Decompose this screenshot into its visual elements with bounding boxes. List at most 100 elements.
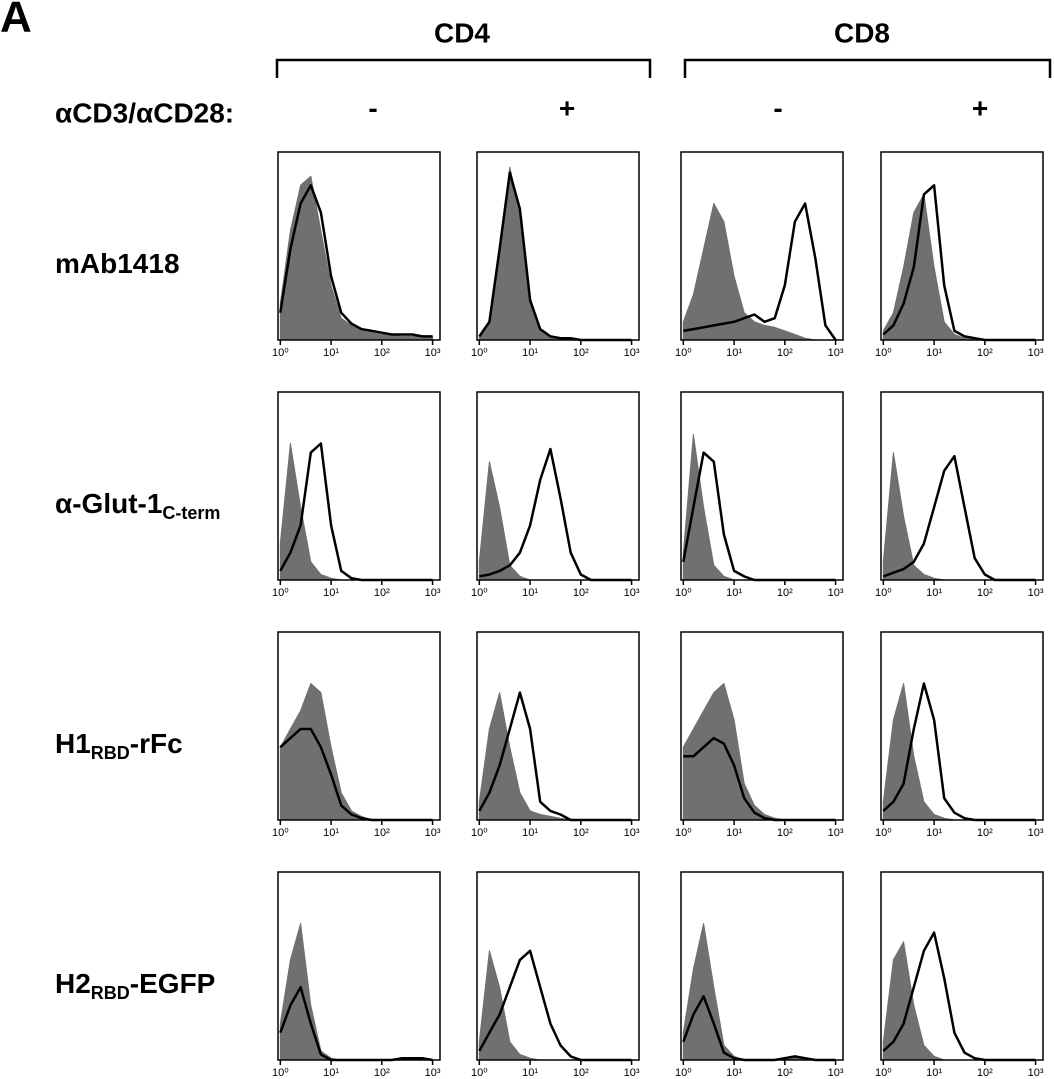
plot-frame — [277, 151, 441, 341]
x-tick-label: 10⁰ — [875, 1067, 892, 1079]
condition: + — [559, 92, 575, 123]
plot-frame — [680, 391, 844, 581]
histogram-filled — [882, 452, 1037, 581]
plot-frame — [880, 631, 1044, 821]
plot-frame — [680, 151, 844, 341]
histogram-open — [279, 184, 433, 338]
x-tick-label: 10⁰ — [875, 587, 892, 599]
x-tick-label: 10⁰ — [272, 347, 289, 359]
plot-frame — [476, 151, 640, 341]
group-label: CD4 — [434, 17, 490, 48]
histogram-filled — [279, 683, 434, 821]
x-tick-label: 10⁰ — [875, 347, 892, 359]
x-tick-label: 10⁰ — [471, 587, 488, 599]
x-tick-label: 10² — [977, 1067, 993, 1079]
x-tick-label: 10² — [777, 1067, 793, 1079]
x-tick-label: 10² — [977, 347, 993, 359]
x-tick-label: 10¹ — [926, 347, 942, 359]
x-tick-label: 10³ — [425, 587, 441, 599]
x-tick-label: 10³ — [828, 347, 844, 359]
x-tick-label: 10³ — [828, 827, 844, 839]
plot-frame — [476, 871, 640, 1061]
x-tick-label: 10³ — [1028, 827, 1044, 839]
histogram-filled — [478, 166, 633, 341]
x-tick-label: 10¹ — [323, 827, 339, 839]
row-label-main: H2 — [55, 968, 91, 999]
x-tick-label: 10¹ — [726, 1067, 742, 1079]
plot-frame — [476, 391, 640, 581]
x-tick-label: 10¹ — [726, 347, 742, 359]
condition: - — [773, 92, 782, 123]
x-tick-label: 10² — [573, 587, 589, 599]
plot-frame — [880, 391, 1044, 581]
x-tick-label: 10¹ — [323, 347, 339, 359]
x-tick-label: 10⁰ — [471, 347, 488, 359]
plot-frame — [880, 151, 1044, 341]
x-tick-label: 10² — [374, 347, 390, 359]
x-tick-label: 10¹ — [926, 827, 942, 839]
x-tick-label: 10³ — [425, 827, 441, 839]
row-label: α-Glut-1C-term — [55, 488, 220, 522]
x-tick-label: 10¹ — [926, 587, 942, 599]
plot-frame — [880, 871, 1044, 1061]
bracket — [275, 58, 652, 78]
x-tick-label: 10² — [573, 1067, 589, 1079]
x-tick-label: 10² — [374, 587, 390, 599]
group-label: CD8 — [834, 17, 890, 48]
histogram-filled — [882, 193, 1037, 341]
x-tick-label: 10³ — [425, 1067, 441, 1079]
histogram-open — [683, 202, 837, 341]
x-tick-label: 10³ — [425, 347, 441, 359]
x-tick-label: 10² — [573, 347, 589, 359]
x-tick-label: 10³ — [624, 1067, 640, 1079]
x-tick-label: 10⁰ — [272, 827, 289, 839]
x-tick-label: 10⁰ — [675, 1067, 692, 1079]
plot-frame — [277, 391, 441, 581]
plot-frame — [680, 871, 844, 1061]
row-label-main: H1 — [55, 728, 91, 759]
plot-frame — [277, 631, 441, 821]
x-tick-label: 10² — [374, 1067, 390, 1079]
x-tick-label: 10¹ — [726, 827, 742, 839]
x-tick-label: 10¹ — [926, 1067, 942, 1079]
x-tick-label: 10⁰ — [471, 827, 488, 839]
x-tick-label: 10³ — [1028, 347, 1044, 359]
row-label-suffix: -EGFP — [130, 968, 216, 999]
row-label: H1RBD-rFc — [55, 728, 183, 762]
x-tick-label: 10² — [977, 827, 993, 839]
x-tick-label: 10² — [777, 347, 793, 359]
x-tick-label: 10² — [777, 587, 793, 599]
x-tick-label: 10⁰ — [675, 827, 692, 839]
x-tick-label: 10³ — [828, 1067, 844, 1079]
x-tick-label: 10¹ — [726, 587, 742, 599]
row-label-main: mAb1418 — [55, 248, 180, 279]
x-tick-label: 10³ — [828, 587, 844, 599]
row-label-sub: RBD — [91, 983, 130, 1003]
row-label-main: α-Glut-1 — [55, 488, 162, 519]
histogram-filled — [882, 683, 1037, 821]
row-label: H2RBD-EGFP — [55, 968, 215, 1002]
x-tick-label: 10⁰ — [675, 347, 692, 359]
plot-frame — [680, 631, 844, 821]
row-label-suffix: -rFc — [130, 728, 183, 759]
row-label: mAb1418 — [55, 248, 180, 279]
x-tick-label: 10³ — [1028, 587, 1044, 599]
x-tick-label: 10¹ — [522, 347, 538, 359]
x-tick-label: 10³ — [624, 347, 640, 359]
x-tick-label: 10⁰ — [471, 1067, 488, 1079]
x-tick-label: 10¹ — [522, 587, 538, 599]
x-tick-label: 10³ — [624, 827, 640, 839]
x-tick-label: 10¹ — [522, 1067, 538, 1079]
x-tick-label: 10⁰ — [875, 827, 892, 839]
condition: - — [368, 92, 377, 123]
x-tick-label: 10² — [777, 827, 793, 839]
plot-frame — [277, 871, 441, 1061]
condition-label: αCD3/αCD28: — [55, 97, 234, 128]
x-tick-label: 10² — [977, 587, 993, 599]
x-tick-label: 10¹ — [323, 587, 339, 599]
x-tick-label: 10⁰ — [272, 1067, 289, 1079]
row-label-sub: RBD — [91, 743, 130, 763]
row-label-sub: C-term — [162, 503, 220, 523]
x-tick-label: 10² — [374, 827, 390, 839]
